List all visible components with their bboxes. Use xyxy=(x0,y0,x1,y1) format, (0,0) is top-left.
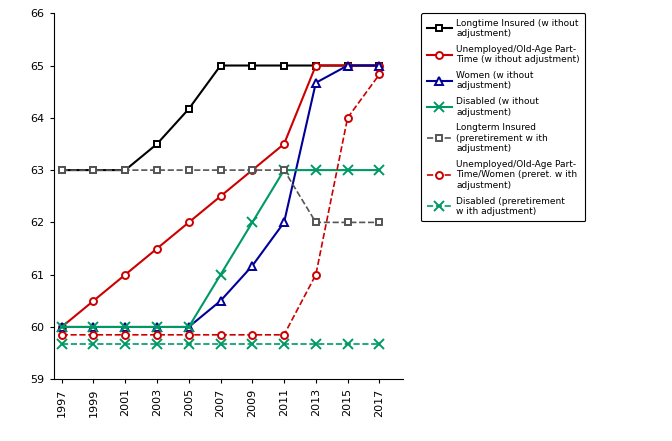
Line: Disabled (w ithout
adjustment): Disabled (w ithout adjustment) xyxy=(57,165,384,332)
Women (w ithout
adjustment) xyxy=(121,324,129,329)
Disabled (w ithout
adjustment) xyxy=(312,168,320,173)
Women (w ithout
adjustment) xyxy=(58,324,66,329)
Disabled (w ithout
adjustment) xyxy=(280,168,288,173)
Unemployed/Old-Age Part-
Time/Women (preret. w ith
adjustment) xyxy=(153,332,161,337)
Disabled (w ithout
adjustment) xyxy=(58,324,66,329)
Unemployed/Old-Age Part-
Time (w ithout adjustment) xyxy=(153,246,161,251)
Longtime Insured (w ithout
adjustment) xyxy=(153,141,161,146)
Women (w ithout
adjustment) xyxy=(376,63,384,68)
Longtime Insured (w ithout
adjustment) xyxy=(248,63,256,68)
Women (w ithout
adjustment) xyxy=(312,80,320,86)
Line: Longterm Insured
(preretirement w ith
adjustment): Longterm Insured (preretirement w ith ad… xyxy=(58,167,383,226)
Disabled (w ithout
adjustment) xyxy=(153,324,161,329)
Disabled (preretirement
w ith adjustment) xyxy=(312,342,320,347)
Longtime Insured (w ithout
adjustment) xyxy=(58,168,66,173)
Disabled (w ithout
adjustment) xyxy=(248,220,256,225)
Unemployed/Old-Age Part-
Time/Women (preret. w ith
adjustment) xyxy=(185,332,193,337)
Line: Longtime Insured (w ithout
adjustment): Longtime Insured (w ithout adjustment) xyxy=(58,62,383,174)
Disabled (w ithout
adjustment) xyxy=(376,168,384,173)
Longtime Insured (w ithout
adjustment) xyxy=(312,63,320,68)
Longterm Insured
(preretirement w ith
adjustment) xyxy=(280,168,288,173)
Unemployed/Old-Age Part-
Time/Women (preret. w ith
adjustment) xyxy=(376,72,384,77)
Unemployed/Old-Age Part-
Time (w ithout adjustment) xyxy=(216,194,224,199)
Longterm Insured
(preretirement w ith
adjustment) xyxy=(312,220,320,225)
Unemployed/Old-Age Part-
Time (w ithout adjustment) xyxy=(185,220,193,225)
Women (w ithout
adjustment) xyxy=(216,298,224,303)
Longterm Insured
(preretirement w ith
adjustment) xyxy=(185,168,193,173)
Unemployed/Old-Age Part-
Time/Women (preret. w ith
adjustment) xyxy=(89,332,97,337)
Longtime Insured (w ithout
adjustment) xyxy=(216,63,224,68)
Women (w ithout
adjustment) xyxy=(89,324,97,329)
Unemployed/Old-Age Part-
Time/Women (preret. w ith
adjustment) xyxy=(121,332,129,337)
Disabled (preretirement
w ith adjustment) xyxy=(248,342,256,347)
Line: Women (w ithout
adjustment): Women (w ithout adjustment) xyxy=(58,61,384,331)
Longterm Insured
(preretirement w ith
adjustment) xyxy=(153,168,161,173)
Unemployed/Old-Age Part-
Time/Women (preret. w ith
adjustment) xyxy=(280,332,288,337)
Longtime Insured (w ithout
adjustment) xyxy=(121,168,129,173)
Women (w ithout
adjustment) xyxy=(343,63,351,68)
Line: Disabled (preretirement
w ith adjustment): Disabled (preretirement w ith adjustment… xyxy=(57,340,384,349)
Unemployed/Old-Age Part-
Time (w ithout adjustment) xyxy=(343,63,351,68)
Disabled (preretirement
w ith adjustment) xyxy=(89,342,97,347)
Longtime Insured (w ithout
adjustment) xyxy=(280,63,288,68)
Longterm Insured
(preretirement w ith
adjustment) xyxy=(248,168,256,173)
Disabled (w ithout
adjustment) xyxy=(89,324,97,329)
Unemployed/Old-Age Part-
Time/Women (preret. w ith
adjustment) xyxy=(312,272,320,277)
Women (w ithout
adjustment) xyxy=(185,324,193,329)
Women (w ithout
adjustment) xyxy=(280,220,288,225)
Disabled (preretirement
w ith adjustment) xyxy=(58,342,66,347)
Unemployed/Old-Age Part-
Time/Women (preret. w ith
adjustment) xyxy=(58,332,66,337)
Legend: Longtime Insured (w ithout
adjustment), Unemployed/Old-Age Part-
Time (w ithout : Longtime Insured (w ithout adjustment), … xyxy=(421,13,585,221)
Disabled (preretirement
w ith adjustment) xyxy=(185,342,193,347)
Unemployed/Old-Age Part-
Time/Women (preret. w ith
adjustment) xyxy=(343,115,351,120)
Longterm Insured
(preretirement w ith
adjustment) xyxy=(58,168,66,173)
Longterm Insured
(preretirement w ith
adjustment) xyxy=(121,168,129,173)
Unemployed/Old-Age Part-
Time (w ithout adjustment) xyxy=(121,272,129,277)
Disabled (preretirement
w ith adjustment) xyxy=(153,342,161,347)
Unemployed/Old-Age Part-
Time (w ithout adjustment) xyxy=(89,298,97,303)
Longtime Insured (w ithout
adjustment) xyxy=(185,106,193,112)
Disabled (w ithout
adjustment) xyxy=(343,168,351,173)
Longterm Insured
(preretirement w ith
adjustment) xyxy=(89,168,97,173)
Disabled (preretirement
w ith adjustment) xyxy=(343,342,351,347)
Longtime Insured (w ithout
adjustment) xyxy=(89,168,97,173)
Women (w ithout
adjustment) xyxy=(153,324,161,329)
Disabled (preretirement
w ith adjustment) xyxy=(121,342,129,347)
Disabled (w ithout
adjustment) xyxy=(121,324,129,329)
Longterm Insured
(preretirement w ith
adjustment) xyxy=(376,220,384,225)
Longterm Insured
(preretirement w ith
adjustment) xyxy=(216,168,224,173)
Women (w ithout
adjustment) xyxy=(248,263,256,269)
Unemployed/Old-Age Part-
Time (w ithout adjustment) xyxy=(58,324,66,329)
Unemployed/Old-Age Part-
Time (w ithout adjustment) xyxy=(248,168,256,173)
Longtime Insured (w ithout
adjustment) xyxy=(343,63,351,68)
Line: Unemployed/Old-Age Part-
Time/Women (preret. w ith
adjustment): Unemployed/Old-Age Part- Time/Women (pre… xyxy=(58,71,383,338)
Disabled (w ithout
adjustment) xyxy=(185,324,193,329)
Disabled (preretirement
w ith adjustment) xyxy=(216,342,224,347)
Longtime Insured (w ithout
adjustment) xyxy=(376,63,384,68)
Unemployed/Old-Age Part-
Time (w ithout adjustment) xyxy=(280,141,288,146)
Unemployed/Old-Age Part-
Time (w ithout adjustment) xyxy=(376,63,384,68)
Disabled (preretirement
w ith adjustment) xyxy=(280,342,288,347)
Unemployed/Old-Age Part-
Time/Women (preret. w ith
adjustment) xyxy=(248,332,256,337)
Line: Unemployed/Old-Age Part-
Time (w ithout adjustment): Unemployed/Old-Age Part- Time (w ithout … xyxy=(58,62,383,330)
Disabled (preretirement
w ith adjustment) xyxy=(376,342,384,347)
Unemployed/Old-Age Part-
Time/Women (preret. w ith
adjustment) xyxy=(216,332,224,337)
Longterm Insured
(preretirement w ith
adjustment) xyxy=(343,220,351,225)
Disabled (w ithout
adjustment) xyxy=(216,272,224,277)
Unemployed/Old-Age Part-
Time (w ithout adjustment) xyxy=(312,63,320,68)
